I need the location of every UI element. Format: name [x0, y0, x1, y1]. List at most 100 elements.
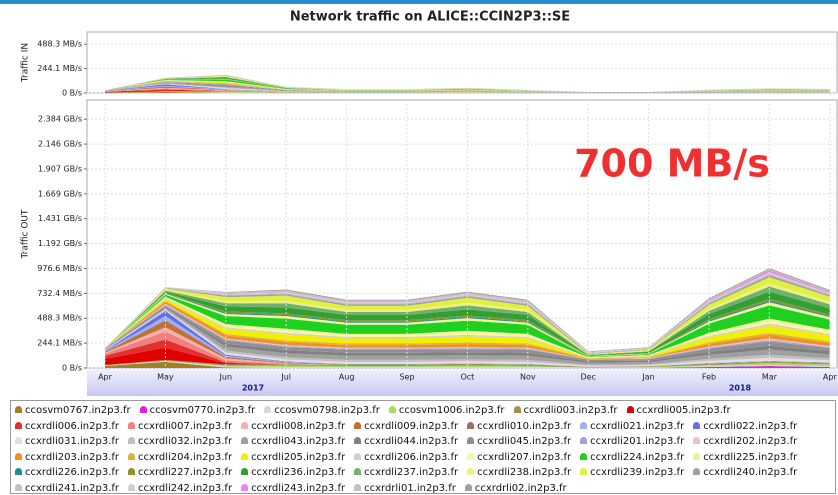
- legend-item: ccxrdli203.in2p3.fr: [15, 450, 119, 466]
- legend-swatch: [128, 468, 136, 476]
- legend-label: ccxrdli008.in2p3.fr: [251, 420, 346, 432]
- legend-label: ccxrdli241.in2p3.fr: [25, 482, 120, 494]
- legend-swatch: [15, 437, 22, 445]
- legend-item: ccxrdli031.in2p3.fr: [15, 434, 119, 450]
- legend-label: ccosvm0767.in2p3.fr: [25, 405, 131, 416]
- legend-swatch: [241, 483, 249, 491]
- legend-swatch: [15, 468, 22, 476]
- y-tick-label: 1.669 GB/s: [38, 189, 82, 198]
- legend-item: ccxrdli227.in2p3.fr: [128, 465, 232, 481]
- area-series: [105, 76, 830, 93]
- legend-swatch: [241, 468, 249, 476]
- y-tick-label: 1.192 GB/s: [38, 239, 82, 248]
- legend-label: ccxrdli022.in2p3.fr: [703, 420, 798, 432]
- x-tick-label: Jul: [280, 373, 291, 382]
- legend-swatch: [693, 468, 701, 476]
- legend-item: ccxrdli242.in2p3.fr: [128, 481, 233, 494]
- legend-label: ccxrdli007.in2p3.fr: [138, 420, 233, 432]
- area-series: [105, 86, 830, 93]
- legend-swatch: [513, 406, 521, 413]
- y-axis-label: Traffic IN: [21, 43, 31, 83]
- area-series: [105, 80, 830, 93]
- legend-swatch: [15, 452, 22, 460]
- legend-item: ccxrdli239.in2p3.fr: [580, 465, 684, 481]
- legend-label: ccxrdli224.in2p3.fr: [590, 451, 685, 463]
- legend-label: ccxrdli242.in2p3.fr: [138, 482, 233, 494]
- legend-label: ccxrdli203.in2p3.fr: [25, 451, 120, 463]
- area-series: [105, 82, 830, 93]
- legend-swatch: [580, 421, 588, 429]
- y-tick-label: 488.3 MB/s: [37, 314, 82, 323]
- x-tick-label: Sep: [399, 373, 414, 382]
- legend-item: ccxrdli225.in2p3.fr: [693, 450, 797, 466]
- legend-label: ccxrdli240.in2p3.fr: [703, 467, 798, 479]
- legend-item: ccxrdrli01.in2p3.fr: [354, 481, 456, 493]
- area-series: [105, 316, 830, 367]
- legend-swatch: [354, 421, 362, 429]
- area-series: [105, 286, 830, 356]
- legend-item: ccxrdli236.in2p3.fr: [241, 465, 345, 481]
- legend-label: ccxrdli204.in2p3.fr: [138, 451, 233, 463]
- legend-label: ccxrdli239.in2p3.fr: [590, 467, 685, 479]
- legend-item: ccxrdli207.in2p3.fr: [467, 450, 571, 466]
- legend-item: ccxrdli205.in2p3.fr: [241, 450, 345, 466]
- y-tick-label: 244.1 MB/s: [37, 64, 82, 73]
- legend-item: ccosvm0767.in2p3.fr: [15, 403, 131, 419]
- legend-label: ccxrdli201.in2p3.fr: [590, 436, 685, 448]
- legend-item: ccxrdrli02.in2p3.fr: [464, 481, 567, 494]
- year-label: 2018: [729, 384, 752, 393]
- legend-label: ccxrdli243.in2p3.fr: [251, 482, 346, 494]
- legend-item: ccxrdli006.in2p3.fr: [15, 419, 119, 435]
- legend-swatch: [241, 452, 249, 460]
- legend-label: ccxrdli238.in2p3.fr: [477, 467, 572, 479]
- legend-label: ccxrdli044.in2p3.fr: [364, 436, 459, 448]
- chart-title: Network traffic on ALICE::CCIN2P3::SE: [290, 10, 570, 25]
- y-tick-label: 976.6 MB/s: [37, 264, 82, 273]
- legend-label: ccxrdrli02.in2p3.fr: [474, 482, 567, 494]
- legend-item: ccxrdli021.in2p3.fr: [580, 419, 684, 435]
- year-label: 2017: [242, 384, 264, 393]
- legend-item: ccxrdli003.in2p3.fr: [513, 403, 618, 419]
- legend-label: ccxrdli045.in2p3.fr: [477, 436, 572, 448]
- chart: Network traffic on ALICE::CCIN2P3::SE 0 …: [21, 10, 838, 396]
- annotation: 700 MB/s: [574, 142, 770, 186]
- legend-item: ccxrdli206.in2p3.fr: [354, 450, 458, 466]
- legend-label: ccxrdli227.in2p3.fr: [138, 467, 233, 479]
- area-series: [105, 91, 830, 93]
- legend-swatch: [580, 437, 588, 445]
- area-series: [105, 82, 830, 93]
- legend-swatch: [139, 406, 147, 413]
- legend-item: ccxrdli238.in2p3.fr: [467, 465, 571, 481]
- area-series: [105, 361, 830, 368]
- legend-label: ccxrdli031.in2p3.fr: [25, 436, 120, 448]
- area-series: [105, 91, 830, 93]
- legend-item: ccxrdli022.in2p3.fr: [693, 419, 797, 435]
- legend-item: ccosvm0798.in2p3.fr: [264, 403, 380, 419]
- x-axis-band: [87, 368, 838, 396]
- legend-label: ccosvm0770.in2p3.fr: [149, 405, 256, 416]
- legend-label: ccxrdli010.in2p3.fr: [477, 420, 572, 432]
- legend-swatch: [241, 421, 249, 429]
- area-series: [105, 76, 830, 93]
- legend-swatch: [388, 406, 396, 413]
- legend-label: ccxrdli006.in2p3.fr: [25, 420, 120, 432]
- y-tick-label: 732.4 MB/s: [37, 289, 82, 298]
- legend-swatch: [264, 406, 272, 413]
- legend-swatch: [693, 437, 701, 445]
- legend-item: ccxrdli007.in2p3.fr: [128, 419, 232, 435]
- legend-swatch: [354, 452, 362, 460]
- legend-swatch: [467, 452, 475, 460]
- area-series: [105, 83, 830, 93]
- area-series: [105, 92, 830, 93]
- area-series: [105, 86, 830, 93]
- y-tick-label: 0 B/s: [62, 89, 82, 98]
- legend-label: ccxrdli237.in2p3.fr: [364, 467, 459, 479]
- legend-label: ccxrdli225.in2p3.fr: [703, 451, 798, 463]
- x-tick-label: Dec: [580, 373, 595, 382]
- x-tick-label: Apr: [823, 373, 838, 382]
- area-series: [105, 275, 830, 354]
- y-tick-label: 0 B/s: [62, 364, 82, 373]
- y-tick-label: 488.3 MB/s: [37, 40, 82, 49]
- x-tick-label: Feb: [702, 373, 716, 382]
- legend-item: ccxrdli005.in2p3.fr: [626, 403, 731, 419]
